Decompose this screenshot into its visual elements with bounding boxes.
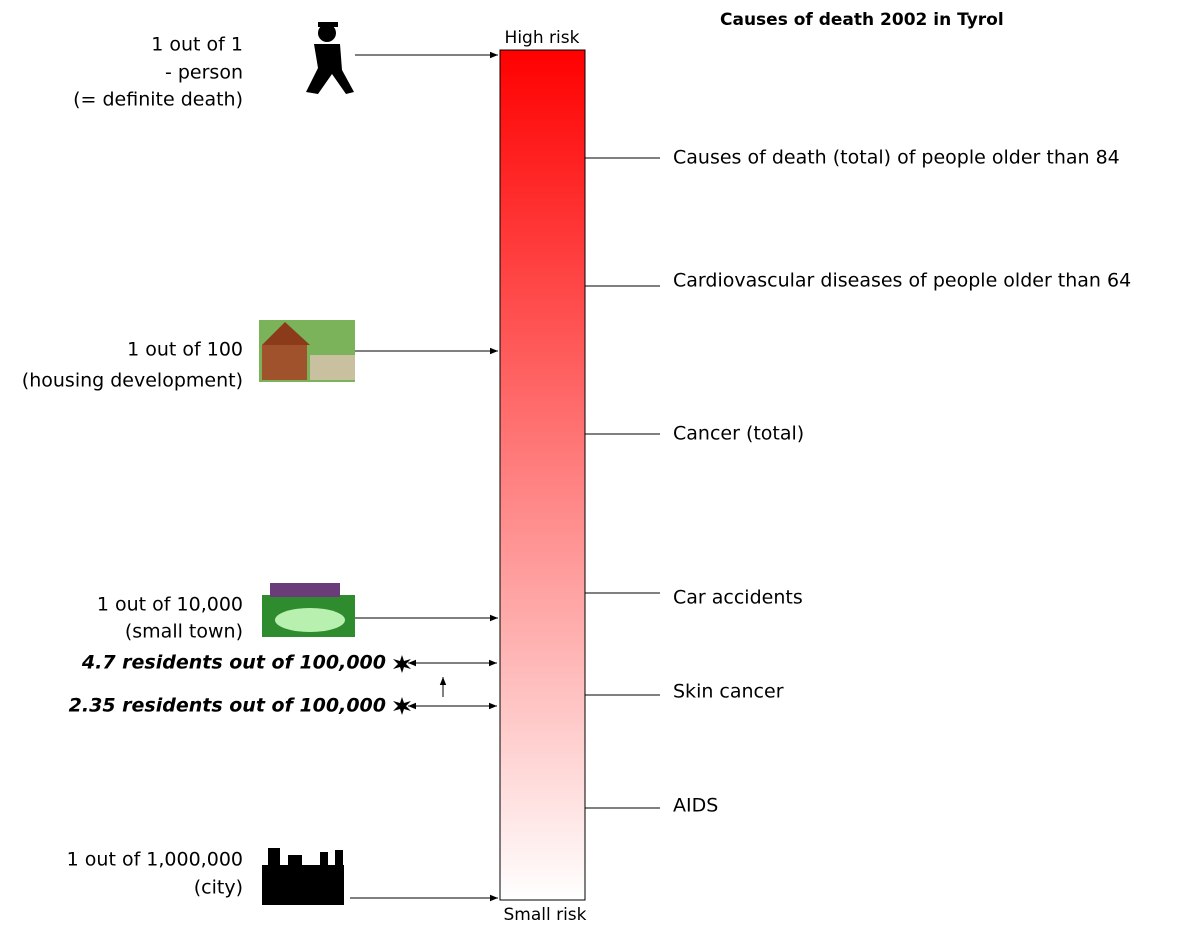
town-icon [262,583,355,637]
left-label: 2.35 residents out of 100,000 [69,695,386,717]
star-1 [393,655,411,673]
star-2 [393,697,411,715]
right-label: Skin cancer [673,681,784,703]
left-label: 1 out of 1 [151,34,243,56]
left-label: (small town) [125,621,243,643]
right-label: Cardiovascular diseases of people older … [673,270,1131,292]
left-label: 4.7 residents out of 100,000 [81,652,386,674]
right-label: Car accidents [673,587,803,609]
title: Causes of death 2002 in Tyrol [720,10,1004,30]
right-label: Causes of death (total) of people older … [673,147,1120,169]
right-label: Cancer (total) [673,423,804,445]
top-label: High risk [505,28,580,48]
left-label: (city) [194,877,243,899]
left-label: (housing development) [22,370,243,392]
left-label: 1 out of 1,000,000 [67,849,243,871]
housing-icon [259,320,355,382]
right-label: AIDS [673,795,718,817]
left-label: (= definite death) [73,89,243,111]
left-label: - person [165,62,243,84]
left-label: 1 out of 10,000 [97,594,243,616]
bottom-label: Small risk [503,905,586,925]
risk-bar [499,49,586,901]
person-icon [306,22,354,94]
city-icon [262,848,344,905]
left-label: 1 out of 100 [127,339,243,361]
